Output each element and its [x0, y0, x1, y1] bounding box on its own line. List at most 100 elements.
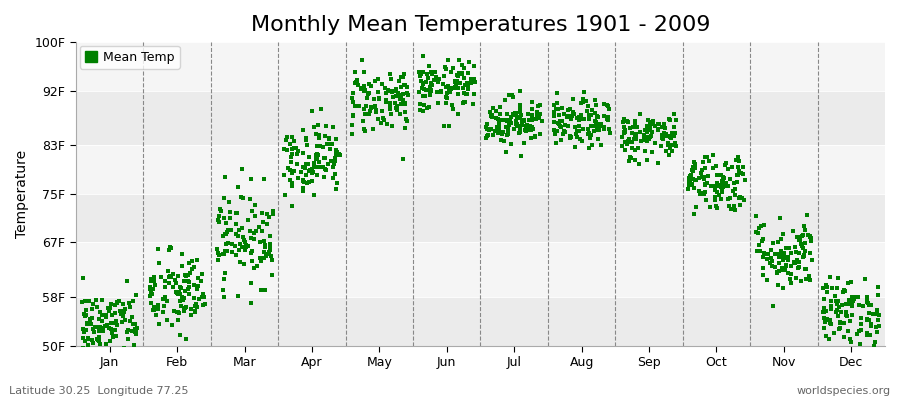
Point [828, 292, 842, 299]
Point [216, 287, 230, 293]
Point [585, 142, 599, 149]
Point [502, 92, 517, 98]
Point [247, 236, 261, 242]
Point [176, 307, 191, 314]
Point [830, 285, 844, 292]
Point [779, 245, 794, 252]
Point [362, 81, 376, 87]
Point [427, 77, 441, 84]
Point [105, 330, 120, 336]
Point [634, 111, 648, 118]
Point [597, 100, 611, 107]
Point [283, 141, 297, 147]
Point [786, 228, 800, 234]
Point [164, 245, 178, 252]
Point [780, 254, 795, 260]
Point [326, 164, 340, 170]
Point [244, 235, 258, 242]
Point [728, 186, 742, 192]
Point [455, 70, 470, 77]
Point [233, 241, 248, 247]
Point [615, 143, 629, 149]
Point [217, 276, 231, 282]
Point [125, 327, 140, 334]
Point [247, 230, 261, 236]
Point [194, 294, 209, 300]
Point [219, 230, 233, 237]
Point [832, 325, 847, 332]
Point [656, 130, 670, 136]
Point [307, 164, 321, 170]
Point [776, 231, 790, 237]
Point [597, 124, 611, 131]
Point [311, 132, 326, 138]
Point [493, 111, 508, 117]
Point [484, 113, 499, 119]
Point [175, 294, 189, 300]
Point [506, 110, 520, 117]
Point [160, 298, 175, 304]
Point [553, 118, 567, 124]
Point [361, 90, 375, 97]
Point [669, 117, 683, 124]
Point [573, 112, 588, 118]
Point [454, 70, 469, 76]
Point [863, 332, 878, 338]
Point [691, 175, 706, 181]
Point [383, 100, 398, 106]
Point [493, 104, 508, 110]
Point [629, 124, 643, 130]
Point [683, 178, 698, 185]
Point [467, 91, 482, 98]
Point [80, 320, 94, 326]
Point [662, 132, 677, 139]
Point [82, 356, 96, 362]
Point [181, 278, 195, 285]
Point [846, 297, 860, 303]
Point [148, 312, 163, 318]
Point [117, 308, 131, 315]
Point [771, 254, 786, 260]
Point [177, 308, 192, 314]
Point [524, 135, 538, 142]
Point [448, 79, 463, 86]
Point [168, 280, 183, 287]
Point [732, 157, 746, 164]
Point [307, 124, 321, 130]
Point [83, 316, 97, 322]
Point [491, 120, 506, 127]
Point [380, 121, 394, 128]
Point [796, 233, 810, 239]
Point [871, 317, 886, 323]
Point [662, 152, 676, 158]
Point [461, 70, 475, 76]
Point [734, 170, 748, 176]
Point [737, 177, 751, 183]
Point [580, 102, 595, 109]
Point [623, 125, 637, 132]
Point [81, 334, 95, 341]
Point [266, 208, 280, 214]
Point [257, 244, 272, 251]
Point [485, 104, 500, 111]
Point [346, 111, 360, 118]
Point [669, 143, 683, 150]
Point [773, 236, 788, 242]
Point [770, 270, 785, 276]
Point [142, 293, 157, 300]
Point [600, 102, 615, 108]
Point [628, 136, 643, 142]
Title: Monthly Mean Temperatures 1901 - 2009: Monthly Mean Temperatures 1901 - 2009 [251, 15, 710, 35]
Point [600, 117, 615, 124]
Point [144, 287, 158, 293]
Point [323, 145, 338, 152]
Point [434, 89, 448, 96]
Point [76, 275, 90, 281]
Y-axis label: Temperature: Temperature [15, 150, 29, 238]
Point [519, 122, 534, 128]
Point [697, 191, 711, 197]
Point [181, 286, 195, 292]
Point [797, 248, 812, 254]
Point [570, 115, 584, 121]
Point [525, 117, 539, 124]
